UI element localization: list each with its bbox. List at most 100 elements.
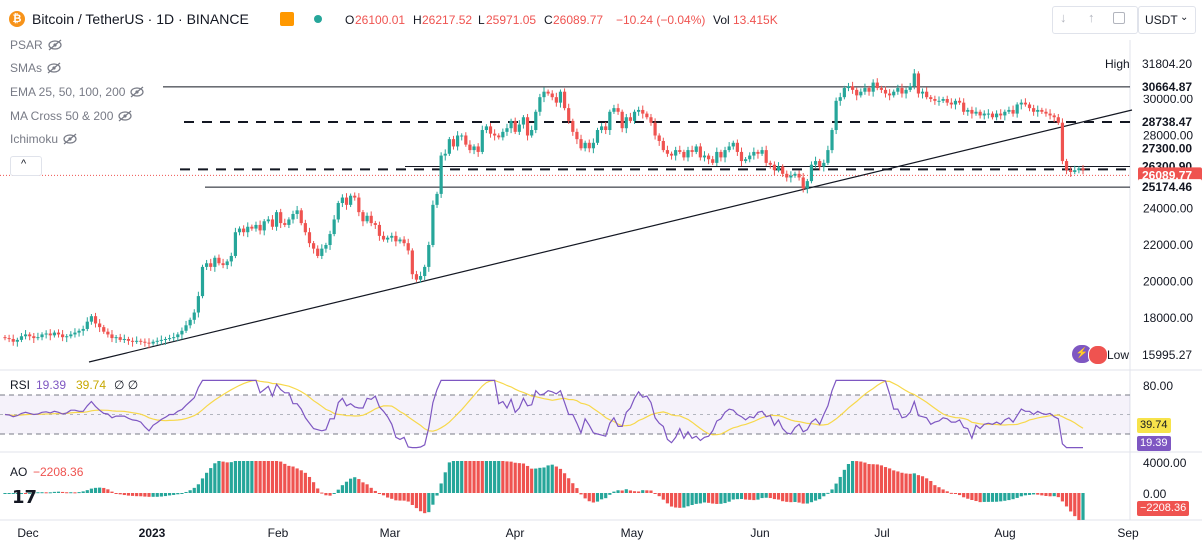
- ao-bar: [274, 461, 279, 493]
- candle-body: [567, 108, 571, 121]
- candle-body: [287, 219, 291, 225]
- ao-bar: [641, 490, 645, 493]
- candle-body: [423, 266, 427, 277]
- maximize-icon[interactable]: [1113, 12, 1125, 24]
- ohlc-low-label: L: [478, 13, 485, 27]
- candle-body: [793, 173, 797, 176]
- candle-body: [258, 224, 262, 231]
- flag-icon[interactable]: [280, 12, 294, 26]
- ao-bar: [920, 476, 925, 493]
- ao-bar: [135, 493, 139, 497]
- price-tick-label: 20000.00: [1143, 275, 1193, 289]
- candle-body: [1060, 122, 1065, 162]
- candle-body: [612, 108, 616, 112]
- eye-crossed-icon[interactable]: [47, 39, 63, 51]
- alert-icon[interactable]: ⚡: [1072, 345, 1092, 363]
- candle-body: [427, 245, 431, 267]
- indicator-ichimoku[interactable]: Ichimoku: [10, 132, 78, 146]
- candle-body: [324, 245, 328, 249]
- eye-crossed-icon[interactable]: [62, 133, 78, 145]
- ao-bar: [11, 493, 15, 494]
- ao-bar: [937, 487, 941, 493]
- candle-body: [476, 146, 480, 152]
- candle-body: [332, 219, 336, 235]
- candle-body: [262, 221, 266, 231]
- candle-body: [501, 131, 505, 138]
- candle-body: [172, 337, 176, 339]
- collapse-legend-button[interactable]: ^: [10, 156, 42, 176]
- indicator-ma-cross[interactable]: MA Cross 50 & 200: [10, 109, 133, 123]
- candle-body: [534, 111, 538, 131]
- ao-bar: [649, 490, 653, 493]
- rsi-label[interactable]: RSI: [10, 378, 31, 392]
- price-level-badge-label: 25174.46: [1142, 180, 1192, 194]
- time-axis-label: Mar: [380, 526, 401, 540]
- indicator-smas[interactable]: SMAs: [10, 61, 62, 75]
- ao-bar: [1007, 493, 1011, 501]
- indicator-ema[interactable]: EMA 25, 50, 100, 200: [10, 85, 145, 99]
- candle-body: [110, 334, 114, 339]
- candle-body: [147, 342, 151, 344]
- candle-body: [908, 86, 912, 90]
- ao-bar: [879, 465, 883, 493]
- candle-body: [242, 228, 246, 233]
- rsi-band: [0, 395, 1130, 434]
- candle-body: [398, 239, 402, 242]
- ao-bar: [188, 490, 192, 493]
- ao-badge: −2208.36: [1137, 501, 1190, 516]
- eye-crossed-icon[interactable]: [117, 110, 133, 122]
- candle-body: [406, 243, 410, 251]
- currency-selector[interactable]: USDT ⌄: [1138, 6, 1196, 34]
- candle-body: [167, 338, 172, 340]
- ao-bar: [748, 493, 752, 500]
- candle-body: [98, 323, 102, 328]
- candle-body: [620, 111, 624, 129]
- candle-body: [785, 173, 789, 178]
- candle-body: [999, 113, 1003, 116]
- candle-body: [838, 97, 842, 101]
- time-axis-label: May: [621, 526, 644, 540]
- price-level-badge-label: 27300.00: [1142, 141, 1192, 155]
- ao-bar: [608, 493, 612, 495]
- candle-body: [669, 153, 674, 156]
- ao-bar: [929, 480, 933, 493]
- candle-body: [624, 117, 628, 129]
- ao-bar: [846, 464, 851, 493]
- ao-bar: [320, 492, 324, 494]
- symbol-title[interactable]: Bitcoin / TetherUS · 1D · BINANCE: [32, 11, 249, 27]
- ao-bar: [3, 493, 7, 494]
- ao-label[interactable]: AO: [10, 465, 28, 479]
- candle-body: [135, 340, 139, 342]
- candle-body: [369, 215, 373, 224]
- scroll-down-icon[interactable]: ↓: [1060, 10, 1067, 25]
- ao-bar: [464, 461, 468, 493]
- eye-crossed-icon[interactable]: [46, 62, 62, 74]
- candle-body: [365, 215, 369, 222]
- candle-body: [562, 91, 567, 109]
- candle-body: [1081, 168, 1085, 171]
- scroll-up-icon[interactable]: ↑: [1088, 10, 1095, 25]
- ao-bar: [398, 493, 402, 501]
- candle-body: [990, 113, 995, 118]
- eye-crossed-icon[interactable]: [129, 86, 145, 98]
- indicator-psar[interactable]: PSAR: [10, 38, 63, 52]
- ao-bar: [822, 493, 826, 497]
- candle-body: [336, 203, 340, 220]
- ao-bar: [217, 461, 221, 493]
- ao-bar: [147, 493, 151, 497]
- ao-bar: [180, 493, 184, 494]
- candle-body: [966, 109, 970, 112]
- ao-bar: [863, 462, 867, 493]
- candle-body: [159, 339, 163, 341]
- ao-bar: [200, 478, 205, 493]
- candle-body: [1036, 109, 1040, 112]
- candle-body: [892, 91, 896, 96]
- ao-bar: [418, 493, 423, 512]
- candle-body: [715, 151, 719, 163]
- ao-bar: [690, 493, 694, 505]
- ao-bar: [513, 462, 517, 493]
- ao-bar: [106, 489, 110, 493]
- ao-bar: [772, 493, 777, 500]
- candle-body: [608, 111, 612, 131]
